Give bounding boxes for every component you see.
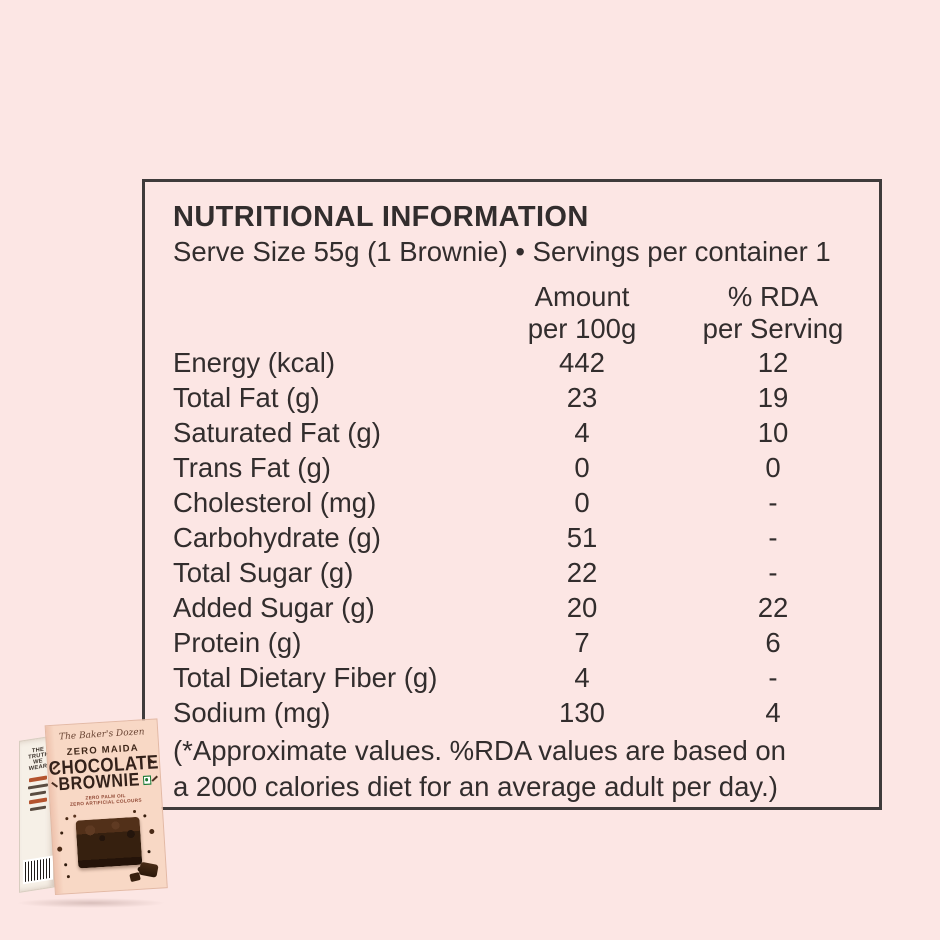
nutrient-name: Carbohydrate (g) <box>173 522 381 553</box>
column-header-rda: % RDA per Serving <box>667 281 879 345</box>
brownie <box>75 816 143 869</box>
brownie-crumbs <box>65 817 69 821</box>
nutrient-amount: 442 <box>559 347 605 378</box>
nutrient-rda: 10 <box>757 417 789 448</box>
nutrient-amount: 0 <box>574 487 590 518</box>
table-row: Energy (kcal) 442 12 <box>173 345 879 380</box>
footnote: (*Approximate values. %RDA values are ba… <box>173 733 879 805</box>
barcode <box>22 855 53 885</box>
nutrient-rda: 0 <box>765 452 781 483</box>
veg-mark-icon <box>142 775 152 785</box>
table-row: Sodium (mg) 130 4 <box>173 695 879 730</box>
nutrient-name: Saturated Fat (g) <box>173 417 381 448</box>
product-box: THE TRUTH WE WEAR The Baker's Dozen ZERO… <box>14 718 170 908</box>
table-row: Protein (g) 7 6 <box>173 625 879 660</box>
nutrient-rda: 12 <box>757 347 789 378</box>
brownie-photo <box>51 807 166 886</box>
nutrient-name: Cholesterol (mg) <box>173 487 377 518</box>
product-claims: ZERO PALM OIL ZERO ARTIFICIAL COLOURS <box>62 793 149 808</box>
nutrient-rda: - <box>768 487 778 518</box>
table-row: Trans Fat (g) 0 0 <box>173 450 879 485</box>
footnote-line1: (*Approximate values. %RDA values are ba… <box>173 735 786 766</box>
nutrient-rda: - <box>768 557 778 588</box>
spine-decoration <box>29 790 46 797</box>
nutrient-amount: 4 <box>574 417 590 448</box>
nutrient-amount: 4 <box>574 662 590 693</box>
table-header: Amount per 100g % RDA per Serving <box>173 281 879 345</box>
serving-info: Serve Size 55g (1 Brownie) • Servings pe… <box>173 236 831 267</box>
column-header-amount: Amount per 100g <box>497 281 667 345</box>
nutrient-name: Trans Fat (g) <box>173 452 331 483</box>
table-row: Total Sugar (g) 22 - <box>173 555 879 590</box>
table-row: Added Sugar (g) 20 22 <box>173 590 879 625</box>
nutrient-amount: 23 <box>566 382 598 413</box>
nutrient-amount: 20 <box>566 592 598 623</box>
brand-logo: The Baker's Dozen <box>58 727 145 743</box>
product-name: CHOCOLATE BROWNIE <box>48 751 161 795</box>
column-header-amount-line2: per 100g <box>527 313 637 344</box>
product-name-line2-text: BROWNIE <box>57 770 141 795</box>
table-row: Cholesterol (mg) 0 - <box>173 485 879 520</box>
spine-decoration <box>28 797 47 805</box>
column-header-rda-line2: per Serving <box>702 313 844 344</box>
nutrient-rda: 22 <box>757 592 789 623</box>
spine-decoration <box>29 805 46 812</box>
nutrient-rda: 4 <box>765 697 781 728</box>
spine-decoration <box>28 775 47 783</box>
table-row: Saturated Fat (g) 4 10 <box>173 415 879 450</box>
table-row: Total Fat (g) 23 19 <box>173 380 879 415</box>
spine-decoration <box>27 783 48 790</box>
table-row: Carbohydrate (g) 51 - <box>173 520 879 555</box>
chocolate-chunk <box>138 861 159 878</box>
nutrient-name: Protein (g) <box>173 627 302 658</box>
nutrient-name: Sodium (mg) <box>173 697 331 728</box>
nutrient-name: Added Sugar (g) <box>173 592 375 623</box>
product-box-shadow <box>16 898 166 908</box>
chocolate-chunk <box>129 872 141 883</box>
nutrient-amount: 0 <box>574 452 590 483</box>
nutrient-amount: 22 <box>566 557 598 588</box>
nutrient-rda: 19 <box>757 382 789 413</box>
spine-slogan: THE TRUTH WE WEAR <box>27 746 49 772</box>
nutrient-amount: 7 <box>574 627 590 658</box>
header-spacer <box>173 281 497 345</box>
nutrient-rda: - <box>768 662 778 693</box>
nutrient-name: Energy (kcal) <box>173 347 335 378</box>
footnote-line2: a 2000 calories diet for an average adul… <box>173 771 778 802</box>
nutrient-name: Total Fat (g) <box>173 382 320 413</box>
column-header-amount-line1: Amount <box>534 281 630 312</box>
nutrient-name: Total Sugar (g) <box>173 557 354 588</box>
nutrient-amount: 51 <box>566 522 598 553</box>
nutrient-rda: - <box>768 522 778 553</box>
column-header-rda-line1: % RDA <box>727 281 819 312</box>
nutrient-amount: 130 <box>559 697 605 728</box>
product-box-front: The Baker's Dozen ZERO MAIDA CHOCOLATE B… <box>44 718 168 895</box>
nutrient-rda: 6 <box>765 627 781 658</box>
table-row: Total Dietary Fiber (g) 4 - <box>173 660 879 695</box>
panel-title: NUTRITIONAL INFORMATION <box>173 201 589 233</box>
nutrient-name: Total Dietary Fiber (g) <box>173 662 438 693</box>
nutrition-panel: NUTRITIONAL INFORMATION Serve Size 55g (… <box>142 179 882 810</box>
